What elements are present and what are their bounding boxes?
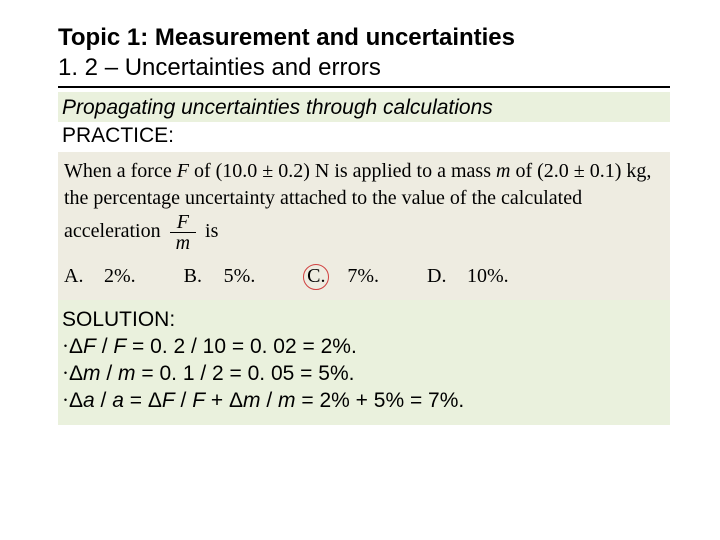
title-block: Topic 1: Measurement and uncertainties 1…: [58, 24, 670, 88]
solution-line-1: ·ΔF / F = 0. 2 / 10 = 0. 02 = 2%.: [62, 334, 666, 359]
problem-text-tail: is: [205, 220, 218, 242]
fraction-denominator: m: [170, 233, 196, 253]
answers-row: A. 2%. B. 5%. C. 7%. D. 10%.: [64, 263, 664, 290]
answer-a: A. 2%.: [64, 263, 136, 290]
solution-line-3: ·Δa / a = ΔF / F + Δm / m = 2% + 5% = 7%…: [62, 388, 666, 413]
solution-line-2: ·Δm / m = 0. 1 / 2 = 0. 05 = 5%.: [62, 361, 666, 386]
fraction-numerator: F: [170, 212, 196, 233]
answer-d-letter: D.: [427, 263, 449, 290]
topic-title: Topic 1: Measurement and uncertainties: [58, 24, 670, 52]
answer-b-value: 5%.: [224, 263, 256, 290]
answer-c-letter: C.: [303, 264, 329, 290]
answer-a-value: 2%.: [104, 263, 136, 290]
practice-label: PRACTICE:: [58, 122, 670, 152]
solution-label: SOLUTION:: [62, 308, 666, 332]
answer-d: D. 10%.: [427, 263, 509, 290]
section-heading: Propagating uncertainties through calcul…: [58, 92, 670, 122]
problem-box: When a force F of (10.0 ± 0.2) N is appl…: [58, 152, 670, 300]
fraction-F-over-m: F m: [170, 212, 196, 253]
answer-b-letter: B.: [184, 263, 206, 290]
answer-c-value: 7%.: [347, 263, 379, 290]
problem-text: When a force F of (10.0 ± 0.2) N is appl…: [64, 158, 664, 253]
solution-block: SOLUTION: ·ΔF / F = 0. 2 / 10 = 0. 02 = …: [58, 300, 670, 425]
topic-subtitle: 1. 2 – Uncertainties and errors: [58, 54, 670, 82]
answer-d-value: 10%.: [467, 263, 509, 290]
answer-a-letter: A.: [64, 263, 86, 290]
answer-b: B. 5%.: [184, 263, 256, 290]
answer-c: C. 7%.: [303, 263, 379, 290]
